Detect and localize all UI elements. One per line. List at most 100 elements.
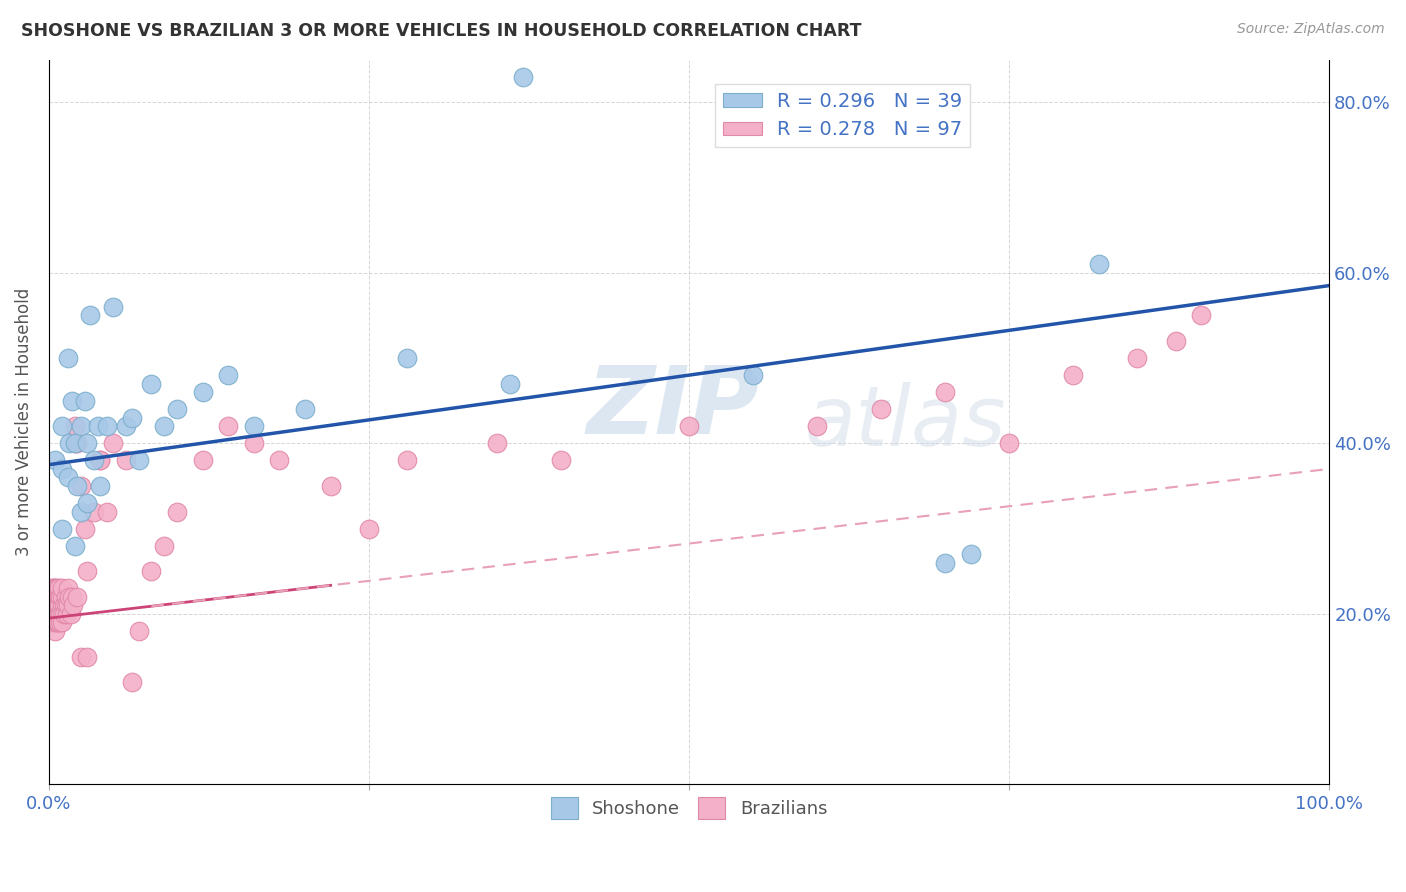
Point — [319, 479, 342, 493]
Legend: Shoshone, Brazilians: Shoshone, Brazilians — [544, 789, 835, 826]
Point — [63, 419, 86, 434]
Point — [48, 599, 70, 613]
Point — [217, 419, 239, 434]
Point — [512, 70, 534, 84]
Point — [550, 453, 572, 467]
Text: ZIP: ZIP — [586, 361, 759, 453]
Point — [486, 436, 509, 450]
Point — [83, 504, 105, 518]
Point — [63, 539, 86, 553]
Point — [42, 607, 65, 621]
Point — [49, 615, 72, 630]
Point — [191, 453, 214, 467]
Point — [46, 615, 69, 630]
Point — [128, 453, 150, 467]
Point — [70, 479, 93, 493]
Point — [79, 309, 101, 323]
Point — [53, 607, 76, 621]
Point — [166, 402, 188, 417]
Point — [870, 402, 893, 417]
Point — [44, 624, 66, 638]
Point — [42, 582, 65, 596]
Point — [53, 599, 76, 613]
Point — [44, 453, 66, 467]
Point — [191, 385, 214, 400]
Point — [46, 590, 69, 604]
Point — [217, 368, 239, 383]
Point — [42, 582, 65, 596]
Point — [806, 419, 828, 434]
Point — [51, 462, 73, 476]
Point — [998, 436, 1021, 450]
Point — [959, 547, 981, 561]
Point — [45, 607, 67, 621]
Point — [269, 453, 291, 467]
Point — [70, 419, 93, 434]
Point — [62, 599, 84, 613]
Point — [41, 590, 63, 604]
Point — [1126, 351, 1149, 365]
Point — [49, 590, 72, 604]
Point — [89, 479, 111, 493]
Point — [42, 590, 65, 604]
Point — [44, 615, 66, 630]
Point — [51, 615, 73, 630]
Point — [41, 607, 63, 621]
Point — [934, 556, 956, 570]
Point — [66, 590, 89, 604]
Point — [66, 479, 89, 493]
Point — [89, 453, 111, 467]
Point — [39, 615, 62, 630]
Point — [48, 599, 70, 613]
Point — [56, 470, 79, 484]
Point — [678, 419, 700, 434]
Point — [49, 607, 72, 621]
Point — [153, 539, 176, 553]
Point — [41, 582, 63, 596]
Point — [89, 453, 111, 467]
Point — [96, 504, 118, 518]
Point — [60, 393, 83, 408]
Point — [101, 436, 124, 450]
Point — [243, 419, 266, 434]
Point — [44, 582, 66, 596]
Point — [141, 376, 163, 391]
Point — [141, 564, 163, 578]
Point — [45, 590, 67, 604]
Point — [243, 436, 266, 450]
Text: SHOSHONE VS BRAZILIAN 3 OR MORE VEHICLES IN HOUSEHOLD CORRELATION CHART: SHOSHONE VS BRAZILIAN 3 OR MORE VEHICLES… — [21, 22, 862, 40]
Point — [128, 624, 150, 638]
Point — [96, 419, 118, 434]
Point — [51, 607, 73, 621]
Point — [45, 607, 67, 621]
Point — [42, 607, 65, 621]
Point — [59, 607, 82, 621]
Point — [48, 582, 70, 596]
Point — [742, 368, 765, 383]
Point — [39, 607, 62, 621]
Point — [42, 599, 65, 613]
Point — [66, 436, 89, 450]
Point — [70, 649, 93, 664]
Point — [39, 590, 62, 604]
Point — [42, 615, 65, 630]
Point — [1164, 334, 1187, 348]
Point — [396, 453, 419, 467]
Point — [48, 607, 70, 621]
Point — [55, 590, 77, 604]
Point — [51, 522, 73, 536]
Point — [499, 376, 522, 391]
Point — [46, 607, 69, 621]
Point — [396, 351, 419, 365]
Point — [56, 351, 79, 365]
Point — [76, 564, 98, 578]
Point — [1062, 368, 1084, 383]
Point — [45, 582, 67, 596]
Point — [101, 300, 124, 314]
Y-axis label: 3 or more Vehicles in Household: 3 or more Vehicles in Household — [15, 288, 32, 556]
Point — [63, 436, 86, 450]
Point — [121, 410, 143, 425]
Point — [42, 590, 65, 604]
Point — [55, 599, 77, 613]
Point — [56, 582, 79, 596]
